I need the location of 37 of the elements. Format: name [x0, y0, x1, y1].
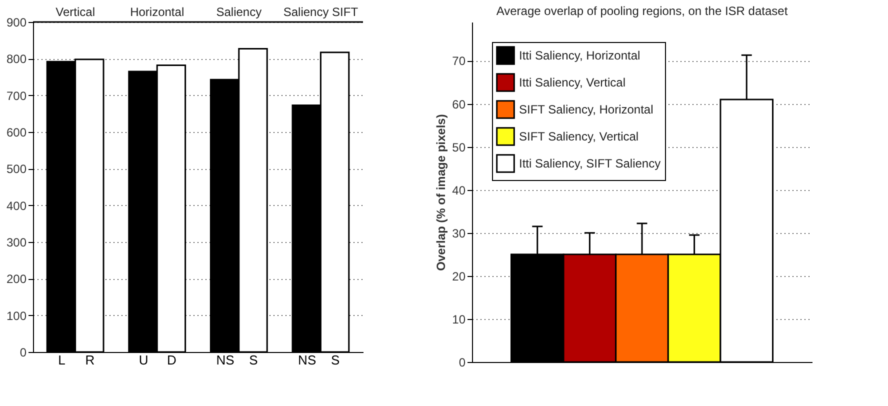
x-tick-label: S	[249, 352, 258, 368]
y-tick-label: 40	[452, 183, 466, 198]
y-tick-label: 60	[452, 97, 466, 112]
y-tick-label: 30	[452, 226, 466, 240]
text: Saliency SIFT	[283, 5, 359, 19]
y-tick-label: 0	[20, 346, 27, 360]
y-tick-label: 70	[452, 54, 466, 68]
x-tick-label: S	[330, 352, 340, 368]
y-tick-label: 0	[458, 356, 466, 370]
y-tick-label: 200	[6, 272, 27, 286]
y-tick-label: 400	[6, 198, 27, 213]
legend-label: Itti Saliency, Vertical	[519, 76, 626, 90]
y-tick-label: 20	[452, 269, 466, 284]
legend-label: Itti Saliency, Horizontal	[519, 48, 640, 62]
y-tick-label: 800	[6, 52, 27, 66]
x-tick-label: NS	[298, 352, 316, 368]
y-tick-label: 100	[6, 308, 27, 323]
x-tick-label: U	[138, 352, 148, 368]
legend-label: Itti Saliency, SIFT Saliency	[519, 156, 661, 170]
text: Saliency	[216, 5, 262, 19]
x-tick-label: D	[167, 352, 176, 368]
y-tick-label: 700	[6, 88, 27, 103]
text: Vertical	[56, 5, 95, 19]
y-tick-label: 300	[6, 236, 27, 250]
chart-title: Average overlap of pooling regions, on the ISR dataset	[496, 4, 788, 18]
y-tick-label: 10	[452, 312, 466, 326]
legend-label: SIFT Saliency, Horizontal	[519, 102, 654, 116]
x-tick-label: L	[58, 352, 66, 368]
y-tick-label: 900	[6, 16, 27, 30]
text: Horizontal	[130, 5, 184, 19]
y-tick-label: 600	[6, 126, 27, 140]
legend-label: SIFT Saliency, Vertical	[519, 130, 639, 144]
x-tick-label: NS	[216, 352, 235, 368]
y-tick-label: 500	[6, 162, 27, 176]
x-tick-label: R	[85, 352, 95, 368]
y-axis-title: Overlap (% of image pixels)	[434, 114, 448, 271]
y-tick-label: 50	[452, 140, 466, 154]
